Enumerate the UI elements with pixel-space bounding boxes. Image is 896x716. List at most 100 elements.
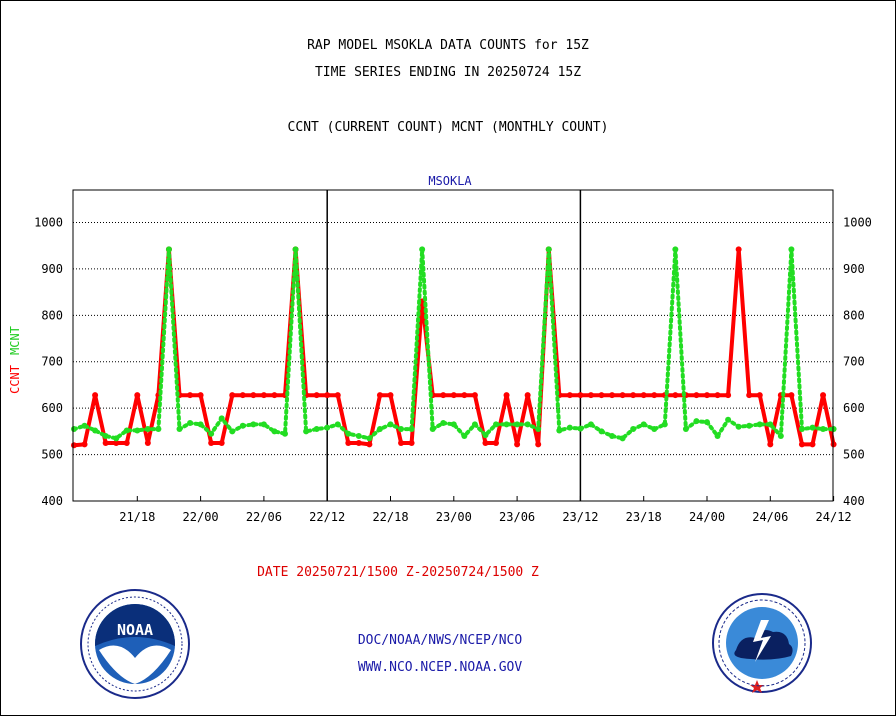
data-point-mcnt [556, 427, 563, 434]
data-point-ccnt [598, 392, 605, 399]
data-point-ccnt [355, 439, 362, 446]
data-point-ccnt [208, 439, 215, 446]
data-point-mcnt [777, 433, 784, 440]
data-point-mcnt [830, 426, 837, 433]
y-tick-label-left: 400 [41, 494, 63, 508]
data-point-mcnt [208, 430, 215, 437]
data-point-ccnt [102, 439, 109, 446]
data-point-mcnt [429, 426, 436, 433]
data-point-mcnt [123, 427, 130, 434]
data-point-ccnt [123, 439, 130, 446]
data-point-mcnt [229, 428, 236, 435]
data-point-ccnt [144, 439, 151, 446]
chart-title-line-2: TIME SERIES ENDING IN 20250724 15Z [314, 65, 582, 80]
org-label: DOC/NOAA/NWS/NCEP/NCO [357, 633, 523, 648]
data-point-ccnt [746, 392, 753, 399]
data-point-mcnt [260, 421, 267, 428]
data-point-mcnt [81, 422, 88, 429]
data-point-mcnt [197, 421, 204, 428]
data-point-ccnt [587, 392, 594, 399]
data-point-ccnt [640, 392, 647, 399]
data-point-mcnt [92, 427, 99, 434]
data-point-ccnt [630, 392, 637, 399]
website-label: WWW.NCO.NCEP.NOAA.GOV [357, 660, 523, 675]
plot-border [72, 189, 834, 502]
data-point-ccnt [250, 392, 257, 399]
data-point-mcnt [598, 428, 605, 435]
data-point-ccnt [345, 439, 352, 446]
data-point-mcnt [535, 426, 542, 433]
data-point-mcnt [324, 424, 331, 431]
date-range-label: DATE 20250721/1500 Z-20250724/1500 Z [257, 565, 539, 580]
y-axis-label-ccnt: CCNT [8, 365, 22, 394]
data-point-ccnt [450, 392, 457, 399]
data-point-mcnt [218, 415, 225, 422]
data-point-mcnt [714, 433, 721, 440]
y-tick-label-left: 800 [41, 308, 63, 322]
x-tick-label: 24/06 [752, 510, 788, 524]
data-point-mcnt [398, 426, 405, 433]
data-point-ccnt [714, 392, 721, 399]
data-point-ccnt [239, 392, 246, 399]
data-point-mcnt [482, 432, 489, 439]
x-tick-label: 22/12 [309, 510, 345, 524]
data-point-mcnt [165, 246, 172, 253]
data-point-mcnt [292, 246, 299, 253]
data-point-ccnt [313, 392, 320, 399]
data-point-ccnt [756, 392, 763, 399]
data-point-mcnt [524, 421, 531, 428]
data-point-mcnt [155, 426, 162, 433]
data-point-ccnt [503, 392, 510, 399]
data-point-ccnt [229, 392, 236, 399]
y-tick-label-left: 900 [41, 262, 63, 276]
data-point-mcnt [144, 426, 151, 433]
data-point-mcnt [419, 246, 426, 253]
data-point-ccnt [324, 392, 331, 399]
y-tick-label-right: 600 [843, 401, 865, 415]
y-tick-label-left: 600 [41, 401, 63, 415]
y-tick-label-right: 500 [843, 448, 865, 462]
data-point-mcnt [471, 421, 478, 428]
x-tick-label: 24/12 [816, 510, 852, 524]
data-point-mcnt [387, 421, 394, 428]
data-point-mcnt [651, 426, 658, 433]
data-point-ccnt [134, 392, 141, 399]
x-tick-label: 22/00 [183, 510, 219, 524]
data-point-mcnt [239, 422, 246, 429]
data-point-mcnt [461, 433, 468, 440]
data-point-mcnt [682, 426, 689, 433]
data-point-ccnt [493, 439, 499, 446]
nws-logo [712, 593, 812, 693]
data-point-ccnt [92, 392, 99, 399]
data-point-ccnt [798, 441, 805, 448]
data-point-mcnt [271, 428, 278, 435]
data-point-mcnt [788, 246, 795, 253]
data-point-ccnt [387, 392, 394, 399]
nws-star [750, 680, 764, 693]
data-point-ccnt [398, 439, 405, 446]
data-point-ccnt [376, 392, 383, 399]
x-tick-label: 21/18 [119, 510, 155, 524]
data-point-mcnt [820, 426, 827, 433]
data-point-ccnt [408, 439, 415, 446]
data-point-ccnt [524, 392, 531, 399]
data-point-mcnt [725, 416, 732, 423]
nws-lightning [753, 620, 771, 662]
y-axis-label: CCNT MCNT [8, 326, 22, 394]
data-point-mcnt [640, 421, 647, 428]
data-point-ccnt [767, 441, 774, 448]
x-tick-label: 22/18 [372, 510, 408, 524]
data-point-mcnt [798, 426, 805, 433]
data-point-ccnt [735, 246, 742, 253]
y-tick-label-right: 700 [843, 355, 865, 369]
time-series-chart: 400 400 500 500 600 600 700 700 800 800 900 900 1000… [8, 174, 872, 524]
noaa-logo: NOAA [80, 589, 190, 699]
data-point-mcnt [113, 435, 120, 442]
data-point-mcnt [545, 246, 552, 253]
data-point-ccnt [366, 441, 373, 448]
data-point-ccnt [260, 392, 267, 399]
x-tick-label: 22/06 [246, 510, 282, 524]
data-point-mcnt [735, 423, 742, 430]
data-point-mcnt [376, 426, 383, 433]
data-point-mcnt [440, 420, 447, 427]
